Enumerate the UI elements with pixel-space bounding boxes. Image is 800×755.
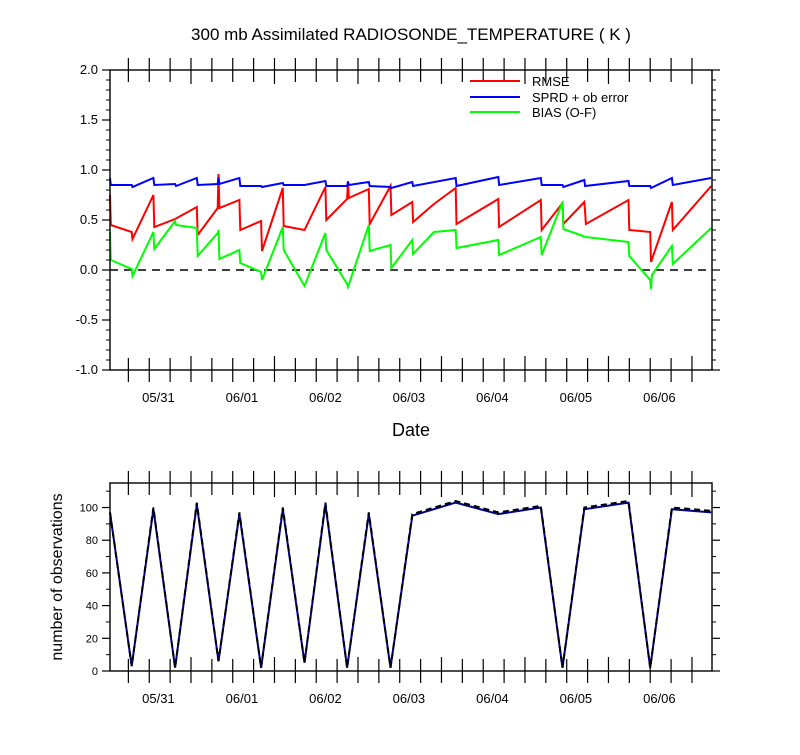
top-y-tick-label: -1.0 xyxy=(76,362,98,377)
bottom-x-tick-label: 06/04 xyxy=(476,691,509,706)
top-x-tick-label: 06/04 xyxy=(476,390,509,405)
top-y-tick-label: 0.0 xyxy=(80,262,98,277)
legend-label-sprd: SPRD + ob error xyxy=(532,90,629,105)
top-x-tick-label: 06/03 xyxy=(393,390,426,405)
legend-label-bias: BIAS (O-F) xyxy=(532,105,596,120)
bottom-x-tick-label: 05/31 xyxy=(142,691,175,706)
bottom-y-tick-label: 80 xyxy=(86,535,98,547)
bottom-series-possible xyxy=(109,499,712,668)
top-y-tick-label: 0.5 xyxy=(80,212,98,227)
top-series-sprd-ob-error xyxy=(109,175,712,190)
bottom-x-tick-label: 06/01 xyxy=(226,691,259,706)
bottom-y-tick-label: 0 xyxy=(92,666,98,678)
bottom-x-tick-label: 06/02 xyxy=(309,691,342,706)
top-x-tick-label: 06/01 xyxy=(226,390,259,405)
bottom-axes: 100 80 60 40 20 0 05/31 06/01 06/02 06/03 06/04 06/… xyxy=(80,471,720,706)
bottom-y-tick-label: 40 xyxy=(86,601,98,613)
chart-title: 300 mb Assimilated RADIOSONDE_TEMPERATUR… xyxy=(191,25,631,44)
top-y-tick-label: 1.5 xyxy=(80,112,98,127)
bottom-plot-frame xyxy=(109,482,713,672)
top-axes: 2.0 1.5 1.0 0.5 0.0 -0.5 -1.0 05/31 06/01 06/02 06… xyxy=(76,58,720,405)
y-axis-title-observations: number of observations xyxy=(49,493,66,660)
top-y-tick-label: -0.5 xyxy=(76,312,98,327)
bottom-y-tick-label: 20 xyxy=(86,633,98,645)
top-x-tick-label: 05/31 xyxy=(142,390,175,405)
x-axis-title: Date xyxy=(392,420,430,440)
top-series-rmse xyxy=(109,173,712,263)
top-x-tick-label: 06/05 xyxy=(560,390,593,405)
bottom-x-tick-label: 06/03 xyxy=(393,691,426,706)
bottom-x-tick-label: 06/05 xyxy=(560,691,593,706)
top-x-tick-label: 06/06 xyxy=(643,390,676,405)
top-series-bias-o-f xyxy=(109,201,712,291)
bottom-x-tick-label: 06/06 xyxy=(643,691,676,706)
top-y-tick-label: 1.0 xyxy=(80,162,98,177)
top-panel: 300 mb Assimilated RADIOSONDE_TEMPERATUR… xyxy=(76,25,720,440)
bottom-y-tick-label: 100 xyxy=(80,503,98,515)
top-plot-frame xyxy=(109,69,713,371)
bottom-series xyxy=(109,499,712,668)
bottom-panel: 100 80 60 40 20 0 05/31 06/01 06/02 06/03 06/04 06/… xyxy=(49,471,720,706)
legend-label-rmse: RMSE xyxy=(532,74,570,89)
top-y-tick-label: 2.0 xyxy=(80,62,98,77)
top-x-tick-label: 06/02 xyxy=(309,390,342,405)
top-series xyxy=(109,173,712,291)
bottom-y-tick-label: 60 xyxy=(86,568,98,580)
legend: RMSE SPRD + ob error BIAS (O-F) xyxy=(470,74,629,120)
